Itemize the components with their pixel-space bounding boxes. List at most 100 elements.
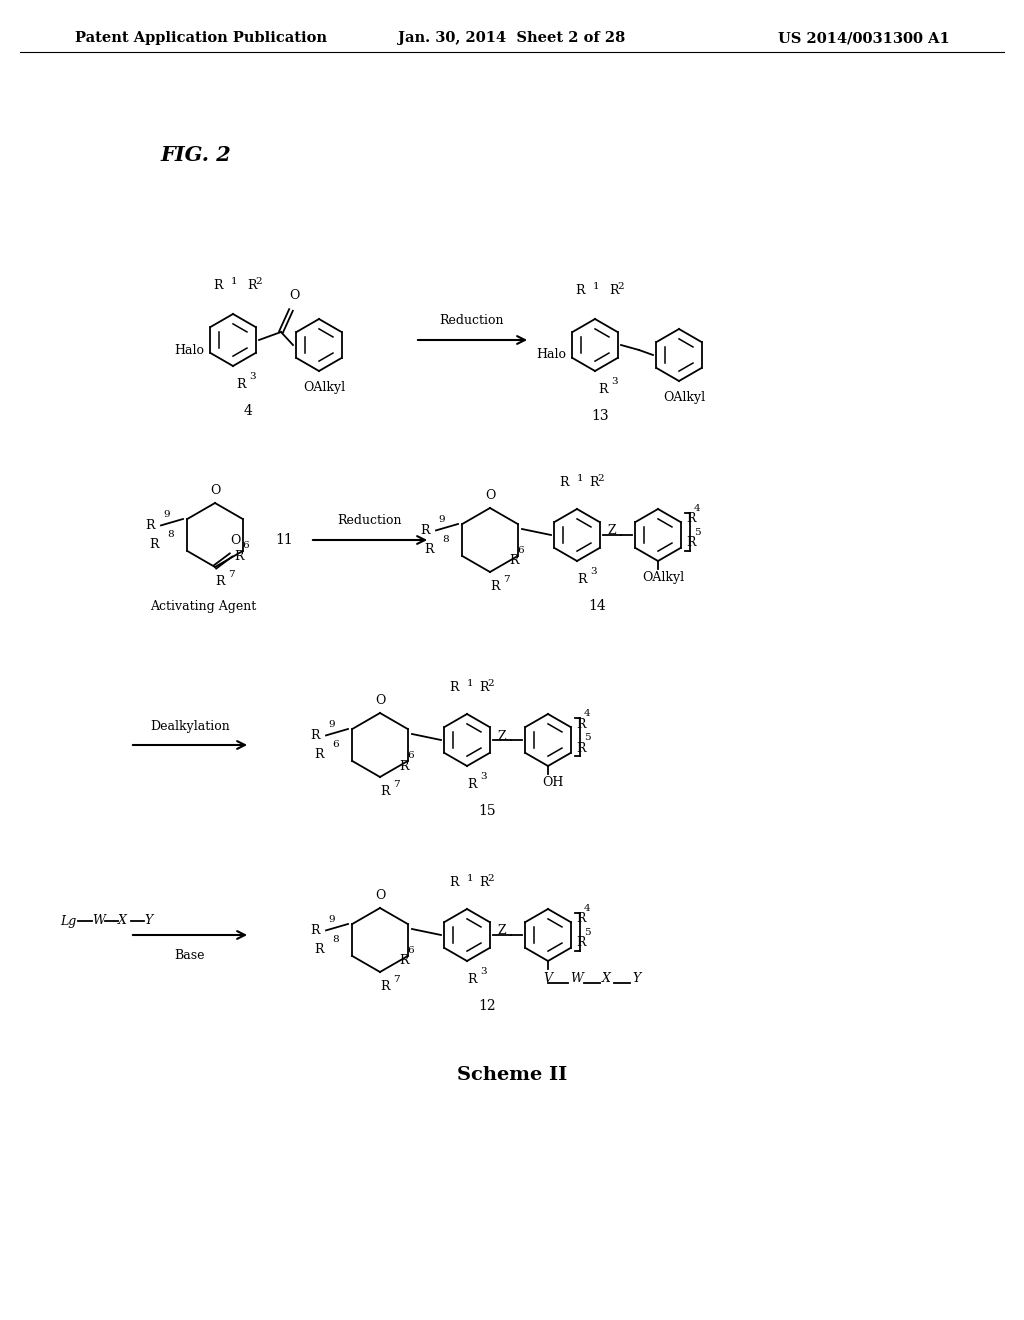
Text: OAlkyl: OAlkyl <box>663 391 706 404</box>
Text: 3: 3 <box>480 772 486 781</box>
Text: 14: 14 <box>588 599 606 612</box>
Text: 5: 5 <box>694 528 700 537</box>
Text: R: R <box>589 477 598 488</box>
Text: R: R <box>575 742 586 755</box>
Text: R: R <box>479 876 488 888</box>
Text: R: R <box>215 576 224 587</box>
Text: Activating Agent: Activating Agent <box>150 601 256 612</box>
Text: 6: 6 <box>332 739 339 748</box>
Text: 8: 8 <box>442 535 449 544</box>
Text: R: R <box>310 924 319 937</box>
Text: Z: Z <box>607 524 615 537</box>
Text: 12: 12 <box>478 999 496 1012</box>
Text: R: R <box>310 729 319 742</box>
Text: O: O <box>484 488 496 502</box>
Text: R: R <box>575 912 586 925</box>
Text: 4: 4 <box>694 504 700 513</box>
Text: Base: Base <box>175 949 205 962</box>
Text: R: R <box>247 279 256 292</box>
Text: R: R <box>479 681 488 694</box>
Text: Halo: Halo <box>536 348 566 362</box>
Text: 4: 4 <box>584 904 591 913</box>
Text: 9: 9 <box>438 515 444 524</box>
Text: FIG. 2: FIG. 2 <box>160 145 230 165</box>
Text: 5: 5 <box>584 928 591 937</box>
Text: X: X <box>118 915 127 928</box>
Text: 2: 2 <box>487 874 494 883</box>
Text: 6: 6 <box>243 541 249 550</box>
Text: 1: 1 <box>593 282 600 290</box>
Text: 1: 1 <box>577 474 584 483</box>
Text: 3: 3 <box>590 568 597 576</box>
Text: Lg: Lg <box>60 915 76 928</box>
Text: R: R <box>575 284 585 297</box>
Text: 3: 3 <box>249 372 256 381</box>
Text: W: W <box>570 973 583 986</box>
Text: Patent Application Publication: Patent Application Publication <box>75 30 327 45</box>
Text: 4: 4 <box>584 709 591 718</box>
Text: W: W <box>92 915 104 928</box>
Text: 5: 5 <box>584 733 591 742</box>
Text: R: R <box>425 543 434 556</box>
Text: 2: 2 <box>255 277 261 286</box>
Text: Reduction: Reduction <box>338 513 402 527</box>
Text: R: R <box>237 378 246 391</box>
Text: 3: 3 <box>480 968 486 975</box>
Text: 13: 13 <box>591 409 609 422</box>
Text: O: O <box>229 535 241 546</box>
Text: R: R <box>578 573 587 586</box>
Text: 7: 7 <box>393 975 399 983</box>
Text: R: R <box>450 876 459 888</box>
Text: O: O <box>375 888 385 902</box>
Text: 9: 9 <box>328 721 335 730</box>
Text: R: R <box>399 759 409 772</box>
Text: R: R <box>234 549 244 562</box>
Text: Scheme II: Scheme II <box>457 1067 567 1084</box>
Text: R: R <box>467 777 477 791</box>
Text: Y: Y <box>144 915 153 928</box>
Text: R: R <box>150 539 159 552</box>
Text: 2: 2 <box>617 282 624 290</box>
Text: Z: Z <box>497 730 506 742</box>
Text: R: R <box>145 519 155 532</box>
Text: 7: 7 <box>393 780 399 789</box>
Text: O: O <box>289 289 299 302</box>
Text: 15: 15 <box>478 804 496 818</box>
Text: R: R <box>686 512 695 525</box>
Text: 8: 8 <box>332 935 339 944</box>
Text: 2: 2 <box>597 474 603 483</box>
Text: R: R <box>213 279 223 292</box>
Text: R: R <box>314 748 324 762</box>
Text: R: R <box>575 718 586 730</box>
Text: R: R <box>559 477 569 488</box>
Text: R: R <box>686 536 695 549</box>
Text: 4: 4 <box>244 404 253 418</box>
Text: O: O <box>375 694 385 708</box>
Text: X: X <box>602 973 611 986</box>
Text: 1: 1 <box>467 678 474 688</box>
Text: R: R <box>450 681 459 694</box>
Text: 9: 9 <box>163 511 170 519</box>
Text: Halo: Halo <box>174 343 204 356</box>
Text: 6: 6 <box>517 546 524 554</box>
Text: 6: 6 <box>408 751 414 760</box>
Text: R: R <box>490 579 500 593</box>
Text: R: R <box>598 383 608 396</box>
Text: 2: 2 <box>487 678 494 688</box>
Text: 11: 11 <box>275 533 293 546</box>
Text: R: R <box>467 973 477 986</box>
Text: O: O <box>210 484 220 498</box>
Text: Y: Y <box>632 973 640 986</box>
Text: Dealkylation: Dealkylation <box>151 719 229 733</box>
Text: Jan. 30, 2014  Sheet 2 of 28: Jan. 30, 2014 Sheet 2 of 28 <box>398 30 626 45</box>
Text: Reduction: Reduction <box>439 314 504 327</box>
Text: 3: 3 <box>611 378 617 385</box>
Text: 7: 7 <box>228 570 234 579</box>
Text: OAlkyl: OAlkyl <box>303 381 345 393</box>
Text: R: R <box>509 554 519 568</box>
Text: R: R <box>609 284 618 297</box>
Text: OH: OH <box>543 776 563 789</box>
Text: 1: 1 <box>231 277 238 286</box>
Text: R: R <box>575 936 586 949</box>
Text: 7: 7 <box>503 576 510 583</box>
